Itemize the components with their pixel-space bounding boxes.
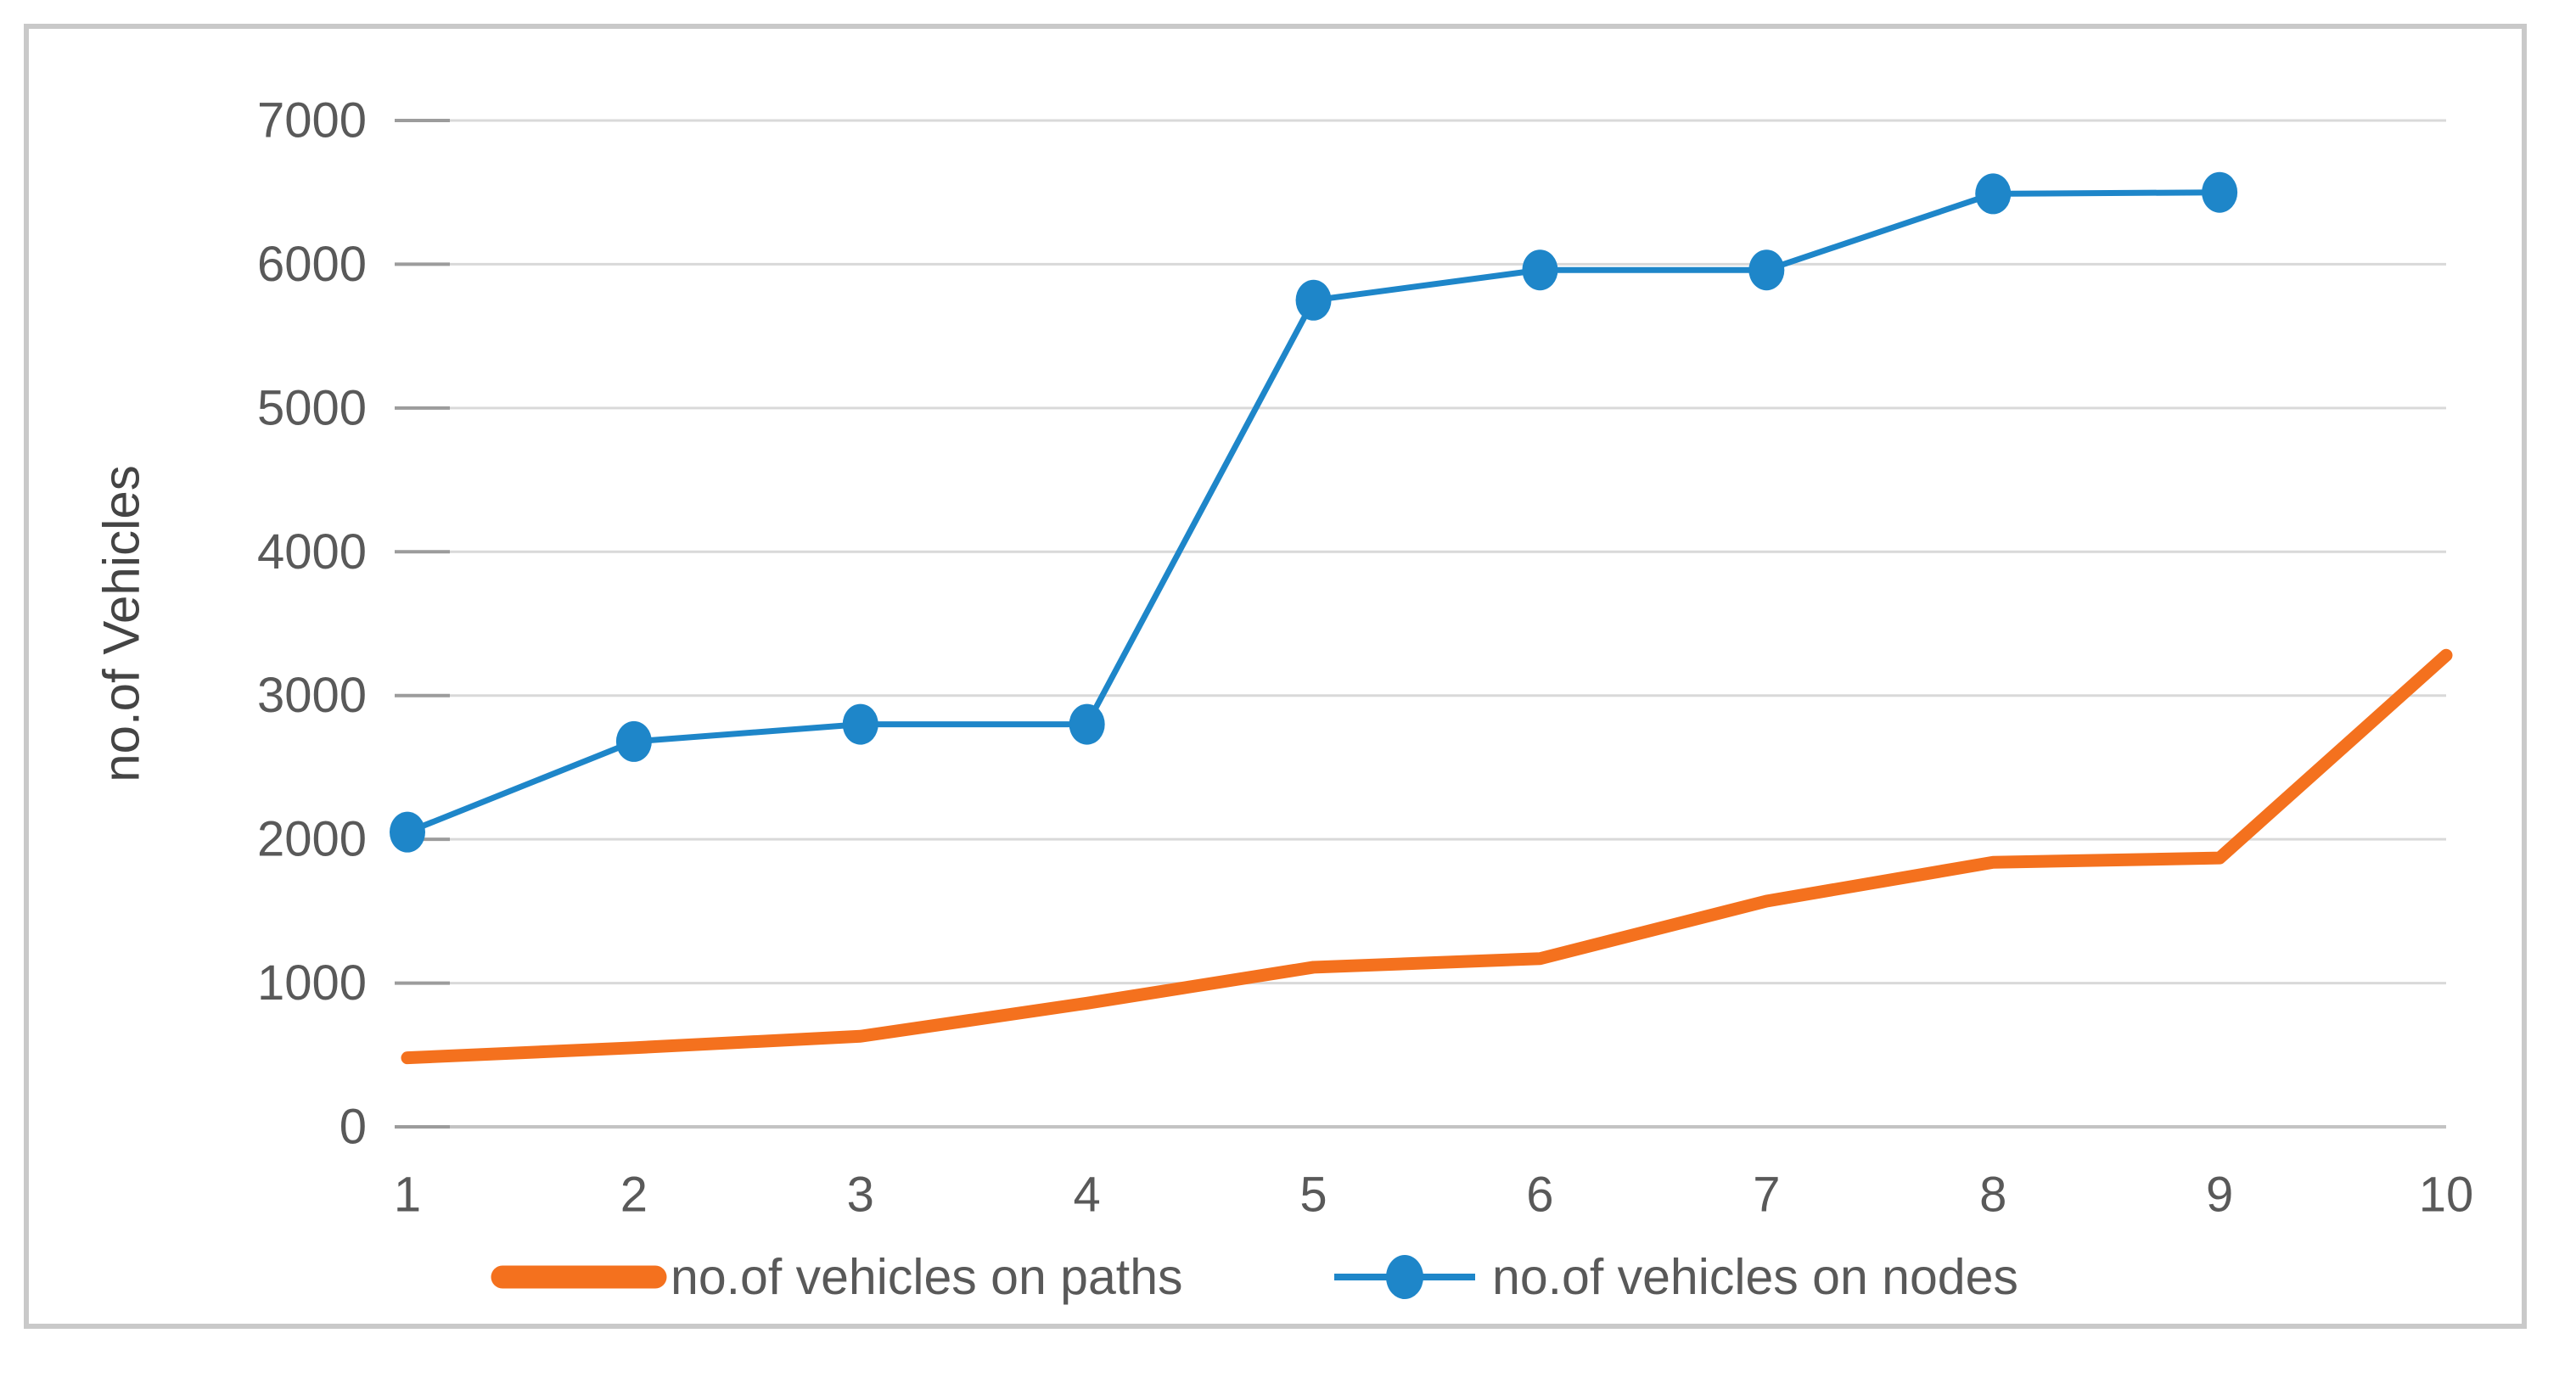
- y-tick-label: 5000: [257, 380, 367, 435]
- x-tick-label: 1: [394, 1168, 421, 1223]
- y-tick-label: 4000: [257, 524, 367, 580]
- x-tick-label: 3: [847, 1168, 874, 1223]
- series-marker-nodes: [1295, 279, 1332, 321]
- x-tick-label: 10: [2419, 1168, 2474, 1223]
- series-marker-nodes: [1522, 249, 1558, 291]
- y-tick-label: 1000: [257, 955, 367, 1011]
- x-tick-label: 7: [1753, 1168, 1780, 1223]
- series-marker-nodes: [842, 703, 878, 745]
- legend-label-paths: no.of vehicles on paths: [671, 1249, 1183, 1305]
- x-tick-label: 6: [1526, 1168, 1553, 1223]
- series-marker-nodes: [1069, 703, 1105, 745]
- legend-swatch-nodes-marker: [1386, 1255, 1423, 1299]
- series-line-paths: [401, 648, 2453, 1065]
- chart-frame: [24, 24, 2527, 1329]
- x-tick-label: 8: [1979, 1168, 2006, 1223]
- y-tick-label: 3000: [257, 668, 367, 723]
- y-axis-title: no.of Vehicles: [93, 465, 150, 782]
- x-tick-label: 2: [620, 1168, 648, 1223]
- y-tick-label: 0: [340, 1100, 367, 1155]
- y-tick-label: 7000: [257, 93, 367, 148]
- legend-label-nodes: no.of vehicles on nodes: [1492, 1249, 2018, 1305]
- y-tick-label: 6000: [257, 237, 367, 292]
- x-tick-label: 5: [1299, 1168, 1327, 1223]
- series-marker-nodes: [1748, 249, 1785, 291]
- series-marker-nodes: [390, 811, 425, 853]
- series-marker-nodes: [615, 720, 652, 762]
- x-tick-label: 9: [2206, 1168, 2233, 1223]
- series-marker-nodes: [2202, 171, 2238, 213]
- y-tick-label: 2000: [257, 812, 367, 867]
- series-marker-nodes: [1975, 173, 2012, 215]
- x-tick-label: 4: [1074, 1168, 1101, 1223]
